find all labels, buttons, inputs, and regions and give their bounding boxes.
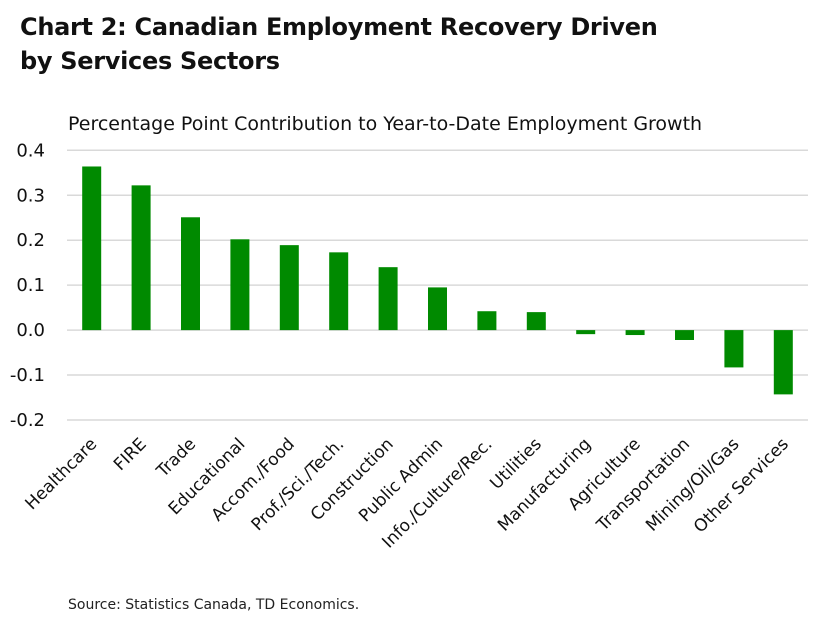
bar-trade [181, 217, 200, 331]
bar-healthcare [82, 166, 102, 331]
y-tick-label: -0.1 [10, 365, 45, 386]
title-line-2: by Services Sectors [20, 47, 280, 75]
bar-mining-oil-gas [724, 330, 744, 368]
bar-public-admin [428, 287, 447, 331]
y-tick-label: 0.3 [16, 185, 45, 206]
x-tick-label: FIRE [110, 434, 151, 475]
bar-accom-food [279, 245, 299, 331]
bar-fire [131, 185, 151, 331]
title-line-1: Chart 2: Canadian Employment Recovery Dr… [20, 13, 658, 41]
bar-construction [378, 267, 398, 331]
bar-agriculture [625, 330, 645, 336]
y-tick-label: 0.0 [16, 320, 45, 341]
source-note: Source: Statistics Canada, TD Economics. [68, 597, 360, 613]
chart-subtitle: Percentage Point Contribution to Year-to… [68, 113, 702, 135]
y-tick-label: -0.2 [10, 410, 45, 431]
bar-other-services [773, 330, 793, 395]
chart-title: Chart 2: Canadian Employment Recovery Dr… [20, 10, 658, 78]
y-tick-label: 0.4 [16, 140, 45, 161]
bar-prof-sci-tech- [329, 252, 349, 331]
bar-info-culture-rec- [477, 311, 497, 331]
y-tick-label: 0.1 [16, 275, 45, 296]
x-tick-label: Healthcare [22, 434, 102, 514]
x-tick-label: Trade [152, 434, 200, 482]
bar-utilities [526, 312, 546, 331]
bar-educational [230, 239, 250, 331]
bar-manufacturing [576, 330, 596, 335]
bar-transportation [675, 330, 694, 340]
y-tick-label: 0.2 [16, 230, 45, 251]
